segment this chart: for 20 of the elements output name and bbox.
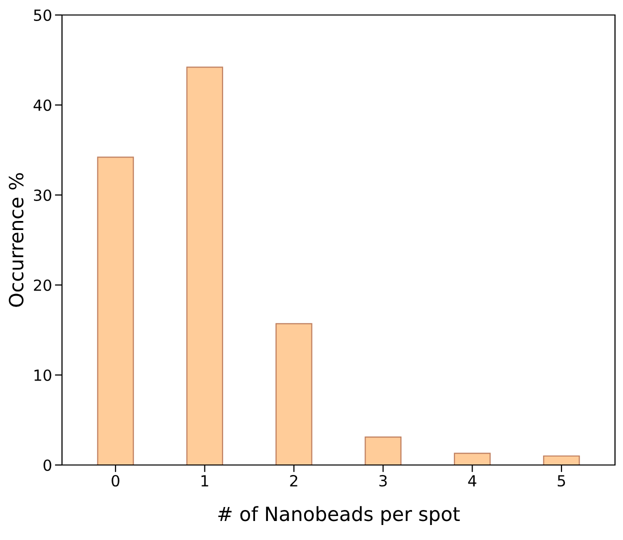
x-tick-label: 0 bbox=[112, 474, 120, 487]
x-tick-label: 1 bbox=[202, 475, 208, 486]
bar bbox=[364, 436, 402, 465]
y-tick-label: 40 bbox=[34, 99, 52, 112]
bar bbox=[276, 323, 312, 465]
x-tick-label: 4 bbox=[468, 475, 476, 486]
y-axis-title: Occurrence % bbox=[8, 173, 24, 307]
x-tick-label: 2 bbox=[290, 474, 298, 486]
y-tick-label: 20 bbox=[34, 279, 52, 292]
bar bbox=[543, 455, 580, 465]
x-axis-title: # of Nanobeads per spot bbox=[218, 506, 460, 525]
y-tick-label: 30 bbox=[34, 189, 52, 202]
bar bbox=[186, 66, 224, 465]
y-tick-label: 0 bbox=[44, 459, 52, 472]
bar bbox=[97, 156, 134, 465]
x-tick-label: 5 bbox=[558, 475, 566, 487]
y-tick-label: 50 bbox=[34, 9, 52, 22]
x-tick-label: 3 bbox=[379, 474, 387, 487]
y-tick-label: 10 bbox=[34, 369, 52, 382]
bar bbox=[454, 452, 491, 465]
